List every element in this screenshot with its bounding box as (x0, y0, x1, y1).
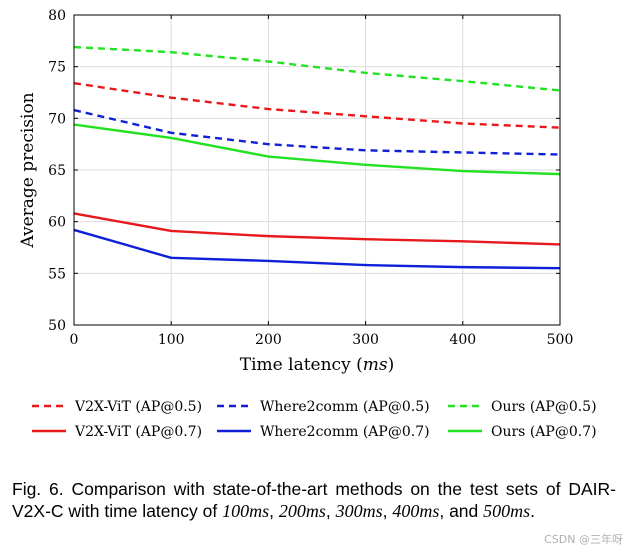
series-line-v2x-vit-ap-0-5 (73, 82, 561, 129)
watermark: CSDN @三年呀 (544, 533, 623, 546)
caption-end: . (530, 501, 536, 521)
legend-label-where2comm-ap-0-5: Where2comm (AP@0.5) (260, 399, 430, 415)
caption-latency-300: 300ms (335, 501, 383, 521)
series-line-ours-ap-0-7 (73, 123, 561, 176)
caption-latency-500: 500ms (483, 501, 531, 521)
series-line-where2comm-ap-0-5 (73, 108, 561, 156)
x-tick-label: 100 (158, 332, 185, 348)
x-axis-title-unit: ms (363, 355, 388, 375)
y-tick-label: 70 (48, 111, 66, 127)
legend: V2X-ViT (AP@0.5) Where2comm (AP@0.5) Ours … (32, 399, 597, 440)
series-lines (73, 45, 561, 270)
x-tick-label: 500 (547, 332, 574, 348)
caption-latency-100: 100ms (222, 501, 270, 521)
series-line-v2x-vit-ap-0-7 (73, 212, 561, 246)
x-tick-label: 0 (70, 332, 79, 348)
legend-label-ours-ap-0-5: Ours (AP@0.5) (491, 399, 597, 415)
caption-sep: , (269, 501, 279, 521)
x-axis-title-text: Time latency ( (240, 355, 363, 375)
caption-latency-400: 400ms (392, 501, 440, 521)
legend-label-v2x-vit-ap-0-7: V2X-ViT (AP@0.7) (74, 424, 202, 440)
caption-sep: , and (439, 501, 484, 521)
y-tick-label: 50 (48, 318, 66, 334)
y-tick-label: 65 (48, 163, 66, 179)
x-tick-label: 300 (352, 332, 379, 348)
x-tick-label: 400 (449, 332, 476, 348)
caption-latency-200: 200ms (278, 501, 326, 521)
x-tick-label: 200 (255, 332, 282, 348)
legend-label-ours-ap-0-7: Ours (AP@0.7) (491, 424, 597, 440)
caption-text: Fig. 6. Comparison with state-of-the-art… (12, 479, 616, 521)
y-tick-label: 60 (48, 215, 66, 231)
caption-sep: , (382, 501, 393, 521)
x-axis-title-close: ) (388, 355, 395, 375)
series-line-where2comm-ap-0-7 (73, 228, 561, 270)
grid-lines (73, 14, 561, 326)
legend-label-where2comm-ap-0-7: Where2comm (AP@0.7) (260, 424, 430, 440)
y-tick-label: 80 (48, 8, 66, 24)
caption-sep: , (325, 501, 336, 521)
series-line-ours-ap-0-5 (73, 45, 561, 92)
y-axis-title: Average precision (18, 92, 38, 248)
figure-caption: Fig. 6. Comparison with state-of-the-art… (12, 478, 616, 522)
line-chart: 0 100 200 300 400 500 50 55 60 65 70 75 80 Average p… (18, 8, 597, 440)
y-tick-label: 55 (48, 266, 66, 282)
y-tick-label: 75 (48, 60, 66, 76)
axis-ticks: 0 100 200 300 400 500 50 55 60 65 70 75 80 (48, 8, 573, 348)
legend-label-v2x-vit-ap-0-5: V2X-ViT (AP@0.5) (74, 399, 202, 415)
x-axis-title: Time latency (ms) (240, 355, 394, 375)
